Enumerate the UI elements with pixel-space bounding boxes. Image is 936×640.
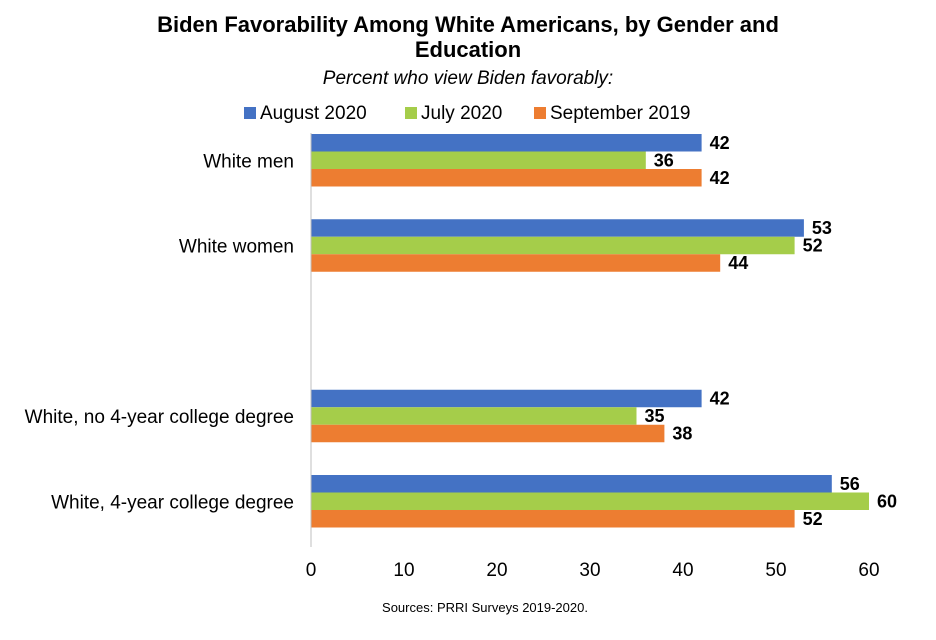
x-tick-label-1: 10 <box>393 560 414 581</box>
bar-4-1 <box>311 492 869 510</box>
source-note: Sources: PRRI Surveys 2019-2020. <box>382 600 588 615</box>
bar-3-1 <box>311 407 637 425</box>
data-label-1-2: 44 <box>728 253 748 273</box>
chart-subtitle: Percent who view Biden favorably: <box>323 68 613 89</box>
legend: August 2020 July 2020 September 2019 <box>244 103 691 124</box>
x-tick-label-4: 40 <box>672 560 693 581</box>
x-tick-label-2: 20 <box>486 560 507 581</box>
legend-swatch-0 <box>244 107 256 119</box>
x-tick-label-6: 60 <box>858 560 879 581</box>
category-label-3: White, no 4-year college degree <box>25 407 294 428</box>
bar-0-0 <box>311 134 702 152</box>
data-label-3-1: 35 <box>645 406 665 426</box>
category-label-1: White women <box>179 237 294 258</box>
bar-1-2 <box>311 254 721 272</box>
bar-3-0 <box>311 389 702 408</box>
legend-label-0: August 2020 <box>260 103 367 124</box>
x-tick-label-3: 30 <box>579 560 600 581</box>
chart-title-line1: Biden Favorability Among White Americans… <box>157 12 779 37</box>
bar-4-2 <box>311 510 795 528</box>
data-label-3-2: 38 <box>672 424 692 444</box>
bar-4-0 <box>311 475 832 493</box>
x-tick-label-5: 50 <box>765 560 786 581</box>
data-label-1-0: 53 <box>812 218 832 238</box>
data-label-0-1: 36 <box>654 150 674 170</box>
category-label-4: White, 4-year college degree <box>51 492 294 513</box>
x-axis: 0 10 20 30 40 50 60 <box>306 560 880 581</box>
bar-3-2 <box>311 424 665 443</box>
bar-1-0 <box>311 219 804 237</box>
data-label-1-1: 52 <box>803 236 823 256</box>
data-label-0-0: 42 <box>710 133 730 153</box>
category-label-0: White men <box>203 151 294 172</box>
data-label-4-1: 60 <box>877 491 897 511</box>
data-label-0-2: 42 <box>710 168 730 188</box>
x-tick-label-0: 0 <box>306 560 317 581</box>
legend-label-2: September 2019 <box>550 103 691 124</box>
data-label-4-0: 56 <box>840 474 860 494</box>
chart-title-line2: Education <box>415 37 521 62</box>
legend-label-1: July 2020 <box>421 103 502 124</box>
legend-swatch-1 <box>405 107 417 119</box>
legend-swatch-2 <box>534 107 546 119</box>
bar-1-1 <box>311 236 795 255</box>
data-label-4-2: 52 <box>803 509 823 529</box>
data-label-3-0: 42 <box>710 389 730 409</box>
bar-0-2 <box>311 169 702 187</box>
bar-0-1 <box>311 151 646 169</box>
